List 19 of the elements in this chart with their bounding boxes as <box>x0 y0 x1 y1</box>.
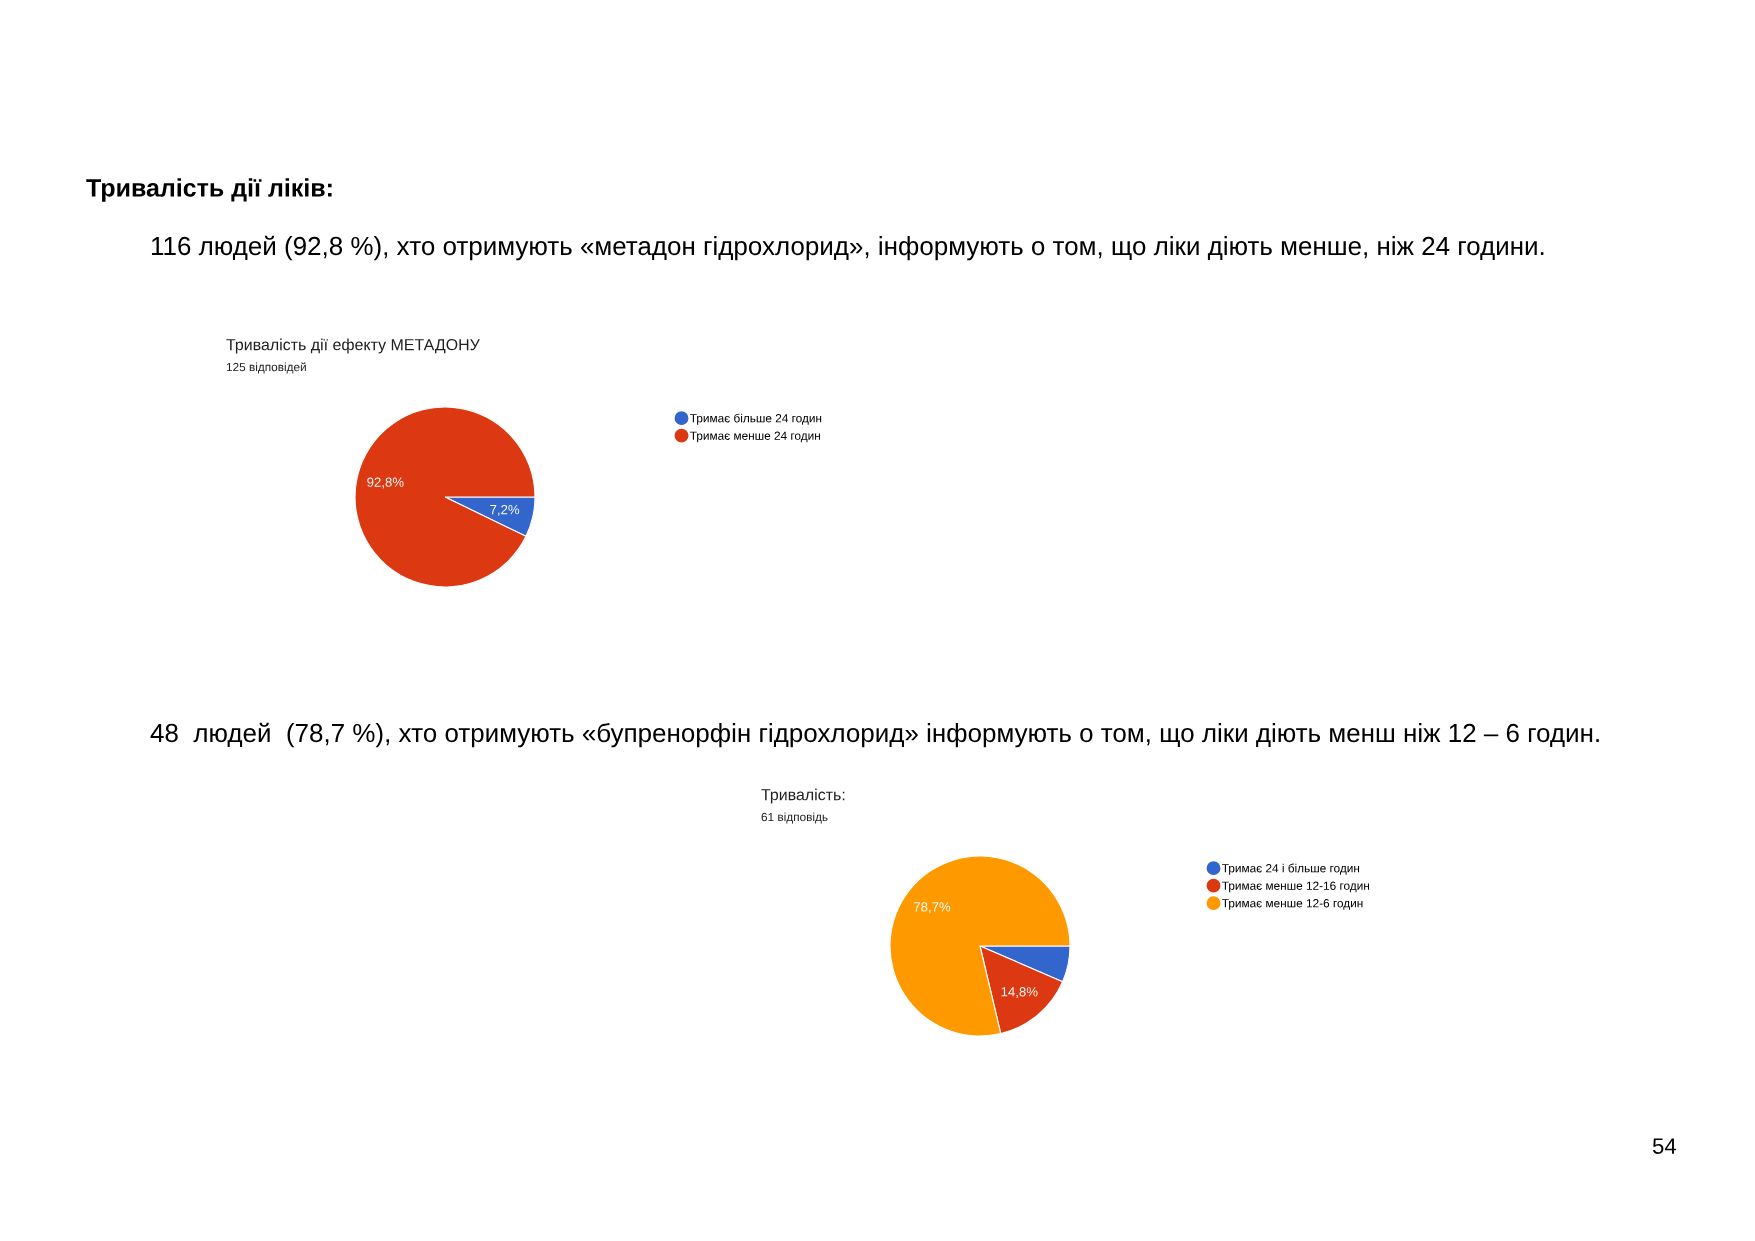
data-label: 78,7% <box>913 902 951 914</box>
data-label: 92,8% <box>367 477 404 489</box>
text: 54 <box>1652 1138 1677 1154</box>
legend-label: Тримає менше 12-16 годин <box>1222 881 1369 893</box>
legend-label: Тримає більше 24 годин <box>690 413 822 425</box>
pie-slice <box>354 406 536 588</box>
legend-label: Тримає 24 і більше годин <box>1222 863 1360 875</box>
chart-title: Тривалість дії ефекту МЕТАДОНУ <box>226 338 480 354</box>
pie-slice <box>889 855 1071 1037</box>
data-label: 14,8% <box>1001 987 1038 999</box>
text: 48 людей (78,7 %), хто отримують «бупренорфін гідрохлорид» інформують о том, що ліки діють менш ніж 12 – 6 годин. <box>150 722 1599 748</box>
text: 61 відповідь <box>761 812 828 824</box>
text: Тривалість дії ліків: <box>86 178 332 202</box>
legend-label: Тримає менше 12-6 годин <box>1222 899 1363 910</box>
chart-title: Тривалість: <box>761 788 845 804</box>
text: 116 людей (92,8 %), хто отримують «метадон гідрохлорид», інформують о том, що ліки діють менше, ніж 24 години. <box>151 235 1544 261</box>
data-label: 7,2% <box>490 504 520 516</box>
chart-subtitle: 125 відповідей <box>226 362 306 374</box>
legend-label: Тримає менше 24 годин <box>690 431 820 443</box>
